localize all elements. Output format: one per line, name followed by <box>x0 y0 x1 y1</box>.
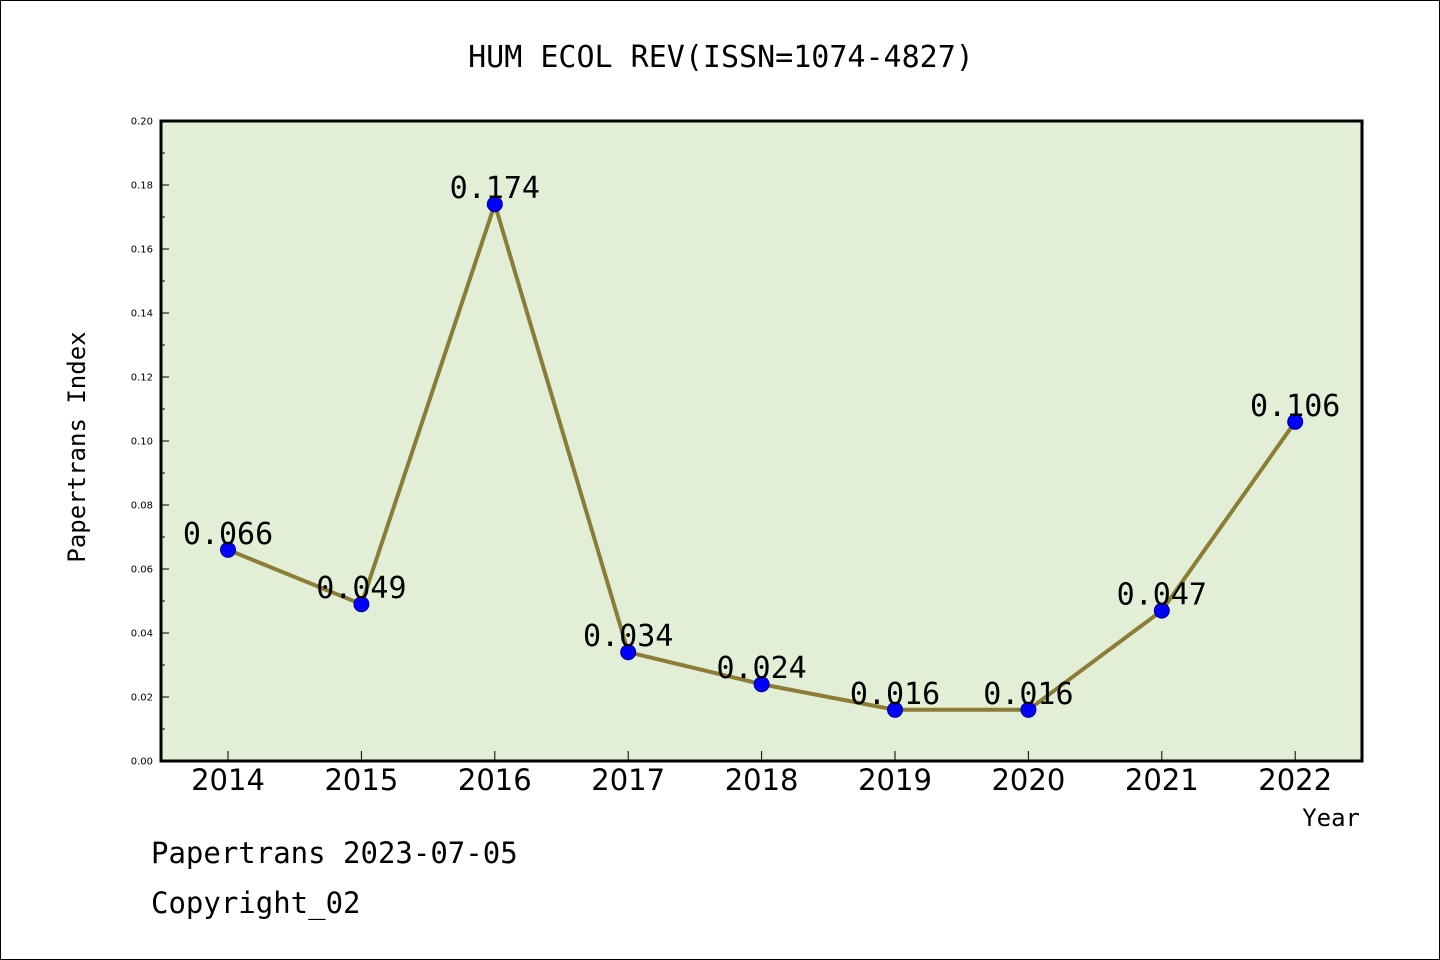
data-value-label: 0.034 <box>583 619 673 654</box>
y-axis-title: Papertrans Index <box>63 331 91 562</box>
y-tick-label: 0.18 <box>131 181 153 192</box>
data-value-label: 0.066 <box>183 517 273 552</box>
x-tick-label: 2015 <box>324 763 398 797</box>
y-tick-label: 0.08 <box>131 501 153 512</box>
data-points <box>220 196 1304 718</box>
y-tick-label: 0.16 <box>131 245 153 256</box>
chart-title: HUM ECOL REV(ISSN=1074-4827) <box>468 40 974 75</box>
plot-frame <box>159 119 1364 763</box>
x-tick-label: 2022 <box>1258 763 1332 797</box>
data-value-label: 0.047 <box>1117 578 1207 613</box>
data-value-label: 0.016 <box>850 677 940 712</box>
data-value-label: 0.174 <box>450 171 540 206</box>
data-point-marker <box>353 596 370 613</box>
y-tick-label: 0.02 <box>131 693 153 704</box>
x-tick-label: 2020 <box>991 763 1065 797</box>
plot-area <box>161 121 1362 761</box>
data-point-marker <box>620 644 637 661</box>
x-tick-label: 2014 <box>191 763 265 797</box>
x-axis: 2014 2015 2016 2017 2018 2019 2020 2021 2022 <box>191 751 1332 797</box>
data-point-marker <box>486 196 503 213</box>
x-tick-label: 2017 <box>591 763 665 797</box>
x-tick-label: 2018 <box>725 763 799 797</box>
data-value-label: 0.106 <box>1250 389 1340 424</box>
data-point-marker <box>1153 602 1170 619</box>
data-value-label: 0.016 <box>983 677 1073 712</box>
footer-copyright-text: Copyright_02 <box>151 886 361 920</box>
footer-date-text: Papertrans 2023-07-05 <box>151 836 518 870</box>
x-tick-label: 2021 <box>1125 763 1199 797</box>
x-axis-title: Year <box>1302 804 1360 832</box>
y-tick-label: 0.10 <box>131 437 153 448</box>
data-point-marker <box>753 676 770 693</box>
y-tick-label: 0.00 <box>131 757 153 768</box>
data-value-label: 0.049 <box>316 571 406 606</box>
y-tick-label: 0.14 <box>131 309 153 320</box>
y-tick-label: 0.04 <box>131 629 153 640</box>
data-point-marker <box>220 541 236 558</box>
y-tick-label: 0.06 <box>131 565 153 576</box>
data-point-marker <box>887 701 903 718</box>
data-value-label: 0.024 <box>716 651 806 686</box>
x-tick-label: 2016 <box>458 763 532 797</box>
data-point-marker <box>1020 701 1037 718</box>
data-labels: 0.066 0.049 0.174 0.034 0.024 0.016 0.016 0.047… <box>183 171 1341 712</box>
y-tick-label: 0.20 <box>131 117 153 128</box>
x-tick-label: 2019 <box>858 763 932 797</box>
y-tick-label: 0.12 <box>131 373 153 384</box>
data-point-marker <box>1287 413 1304 430</box>
